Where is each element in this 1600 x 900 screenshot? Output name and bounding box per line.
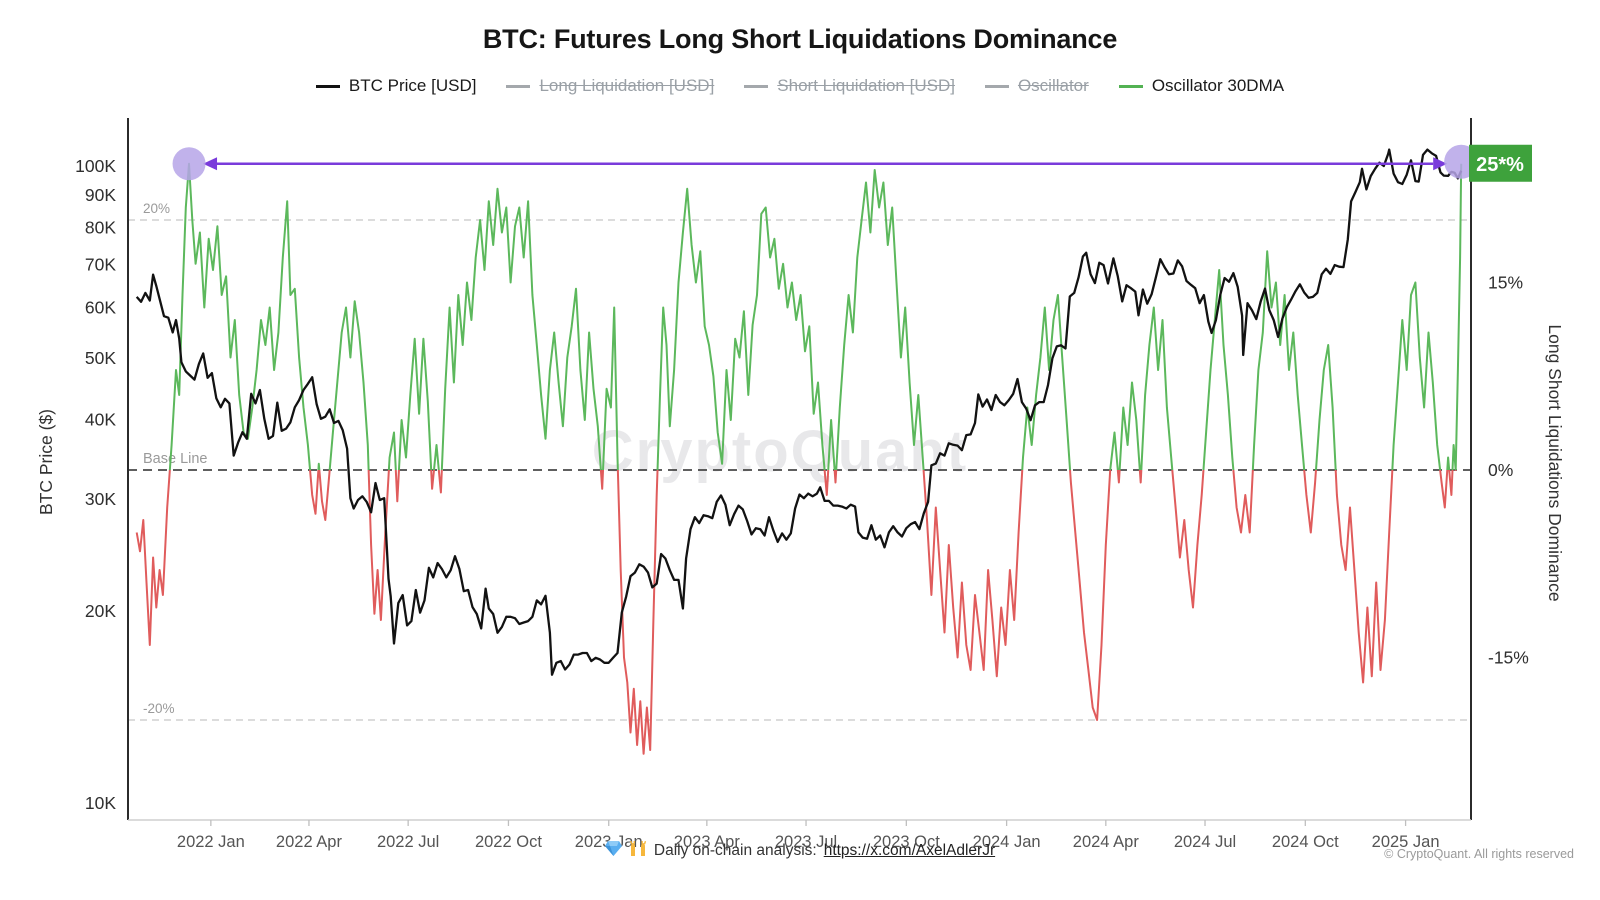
cryptoquant-watermark: CryptoQuant [591, 419, 969, 484]
oscillator-30dma-line-positive [168, 162, 1463, 470]
legend-item-label: Long Liquidation [USD] [539, 76, 715, 95]
legend-swatch-line-icon [315, 84, 340, 88]
footer-analysis-note: Daily on-chain analysis: https://x.com/A… [0, 840, 1600, 861]
chart-legend: BTC Price [USD] Long Liquidation [USD] Sho… [0, 76, 1600, 96]
left-axis-title: BTC Price ($) [36, 409, 56, 515]
x-axis-tick-label: 2025 Jan [1372, 833, 1440, 851]
left-axis-tick-label: 30K [85, 489, 116, 509]
arrow-right-head-icon [1433, 157, 1448, 171]
current-value-badge [1469, 144, 1532, 182]
oscillator-30dma-line-negative [135, 470, 1457, 755]
x-axis-tick-label: 2022 Jul [377, 833, 439, 851]
x-axis-tick-label: 2024 Oct [1272, 833, 1339, 851]
gridline-label: 20% [143, 201, 170, 216]
legend-item-btc-price-usd[interactable]: BTC Price [USD] [315, 76, 477, 96]
right-axis-title: Long Short Liquidations Dominance [1545, 324, 1565, 601]
right-axis-tick-label: 15% [1488, 273, 1523, 293]
left-axis-tick-label: 90K [85, 185, 116, 205]
btc-price-line [135, 148, 1463, 676]
left-axis-tick-label: 10K [85, 793, 116, 813]
left-axis-tick-label: 70K [85, 255, 116, 275]
arrow-left-head-icon [203, 157, 218, 171]
legend-item-label: Oscillator [1017, 76, 1089, 95]
x-axis-tick-label: 2024 Jul [1174, 833, 1236, 851]
legend-swatch-line-icon [984, 84, 1009, 88]
legend-item-label: Oscillator 30DMA [1151, 76, 1285, 95]
legend-swatch-line-icon [744, 84, 769, 88]
x-axis-tick-label: 2022 Jan [177, 833, 245, 851]
x-axis-tick-label: 2024 Jan [973, 833, 1041, 851]
x-axis-tick-label: 2022 Apr [276, 833, 343, 851]
x-axis-tick-label: 2023 Apr [674, 833, 741, 851]
gridline-label: Base Line [143, 451, 208, 467]
left-axis-tick-label: 50K [85, 348, 116, 368]
left-axis-tick-label: 40K [85, 409, 116, 429]
x-axis-tick-label: 2024 Apr [1073, 833, 1140, 851]
gridline-label: -20% [143, 701, 175, 716]
highlight-circle-start [172, 147, 206, 181]
left-axis-tick-label: 20K [85, 601, 116, 621]
legend-item-short-liquidation-usd[interactable]: Short Liquidation [USD] [744, 76, 955, 96]
legend-swatch-line-icon [506, 84, 531, 88]
x-axis-tick-label: 2023 Oct [873, 833, 940, 851]
right-axis-tick-label: 0% [1488, 460, 1513, 480]
left-axis-tick-label: 80K [85, 218, 116, 238]
legend-swatch-line-icon [1118, 84, 1143, 88]
legend-item-label: BTC Price [USD] [348, 76, 477, 95]
page-title: BTC: Futures Long Short Liquidations Dom… [482, 24, 1118, 54]
legend-item-oscillator[interactable]: Oscillator [984, 76, 1089, 96]
author-link[interactable]: https://x.com/AxelAdlerJr [823, 842, 996, 859]
copyright-note: © CryptoQuant. All rights reserved [1384, 847, 1574, 861]
current-value-badge-label: 25*% [1476, 154, 1524, 176]
left-axis-tick-label: 100K [75, 156, 116, 176]
raised-hands-icon [629, 840, 647, 861]
right-axis-tick-label: -15% [1488, 648, 1529, 668]
legend-item-long-liquidation-usd[interactable]: Long Liquidation [USD] [506, 76, 714, 96]
x-axis-tick-label: 2022 Oct [475, 833, 542, 851]
gem-icon [604, 841, 622, 861]
x-axis-tick-label: 2023 Jul [775, 833, 837, 851]
legend-item-oscillator-30dma[interactable]: Oscillator 30DMA [1118, 76, 1285, 96]
left-axis-tick-label: 60K [85, 297, 116, 317]
legend-item-label: Short Liquidation [USD] [777, 76, 955, 95]
footer-analysis-label: Daily on-chain analysis: [653, 842, 817, 859]
